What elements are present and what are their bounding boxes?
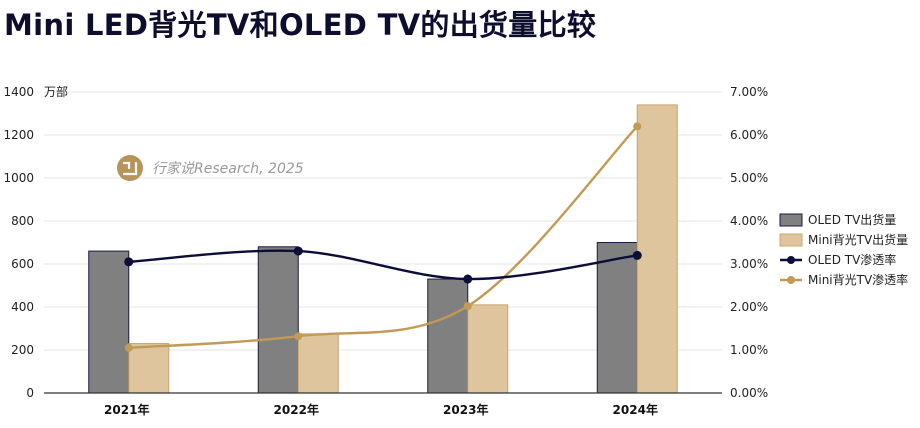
y-right-tick-label: 7.00% xyxy=(730,85,768,99)
y-left-tick-label: 800 xyxy=(11,214,34,228)
y-right-tick-label: 0.00% xyxy=(730,386,768,400)
bar-oled-shipment xyxy=(88,250,130,394)
line-oled-penetration xyxy=(128,249,638,281)
watermark-text: 行家说Research, 2025 xyxy=(152,161,304,177)
legend-swatch-mini-penetration-marker xyxy=(787,276,795,284)
point-oled-penetration xyxy=(463,274,473,284)
point-oled-penetration xyxy=(632,250,642,260)
y-right-tick-label: 6.00% xyxy=(730,128,768,142)
y-left-tick-label: 0 xyxy=(26,386,34,400)
y-right-tick-label: 1.00% xyxy=(730,343,768,357)
point-mini-penetration xyxy=(294,332,303,341)
legend-swatch-oled-penetration-marker xyxy=(787,256,795,264)
y-right-tick-label: 4.00% xyxy=(730,214,768,228)
x-tick-label: 2023年 xyxy=(443,402,488,417)
y-left-tick-label: 1200 xyxy=(3,128,34,142)
y-left-axis-label: 万部 xyxy=(44,84,68,99)
legend-label: OLED TV出货量 xyxy=(808,212,896,227)
y-right-tick-label: 5.00% xyxy=(730,171,768,185)
bar-mini-shipment xyxy=(467,304,509,394)
point-oled-penetration xyxy=(293,246,303,256)
y-left-tick-label: 400 xyxy=(11,300,34,314)
bar-oled-shipment xyxy=(427,278,469,394)
bar-oled-shipment xyxy=(596,242,638,394)
y-right-tick-label: 3.00% xyxy=(730,257,768,271)
point-mini-penetration xyxy=(633,122,642,131)
legend-label: OLED TV渗透率 xyxy=(808,252,896,267)
legend-swatch-mini-shipment xyxy=(779,233,803,247)
y-left-tick-label: 1000 xyxy=(3,171,34,185)
y-left-tick-label: 200 xyxy=(11,343,34,357)
legend-label: Mini背光TV出货量 xyxy=(808,232,908,247)
legend-label: Mini背光TV渗透率 xyxy=(808,272,908,287)
point-oled-penetration xyxy=(124,257,134,267)
line-mini-penetration xyxy=(128,125,639,350)
bar-mini-shipment xyxy=(636,104,678,394)
bar-mini-shipment xyxy=(128,343,170,394)
y-left-tick-label: 600 xyxy=(11,257,34,271)
y-left-tick-label: 1400 xyxy=(3,85,34,99)
chart-title: Mini LED背光TV和OLED TV的出货量比较 xyxy=(4,8,597,42)
point-mini-penetration xyxy=(463,302,472,311)
bar-oled-shipment xyxy=(257,246,299,394)
x-tick-label: 2022年 xyxy=(274,402,319,417)
legend-swatch-oled-shipment xyxy=(779,213,803,227)
bar-mini-shipment xyxy=(297,333,339,394)
watermark-logo-mark xyxy=(122,161,138,176)
x-tick-label: 2024年 xyxy=(613,402,658,417)
x-tick-label: 2021年 xyxy=(104,402,149,417)
point-mini-penetration xyxy=(124,343,133,352)
y-right-tick-label: 2.00% xyxy=(730,300,768,314)
